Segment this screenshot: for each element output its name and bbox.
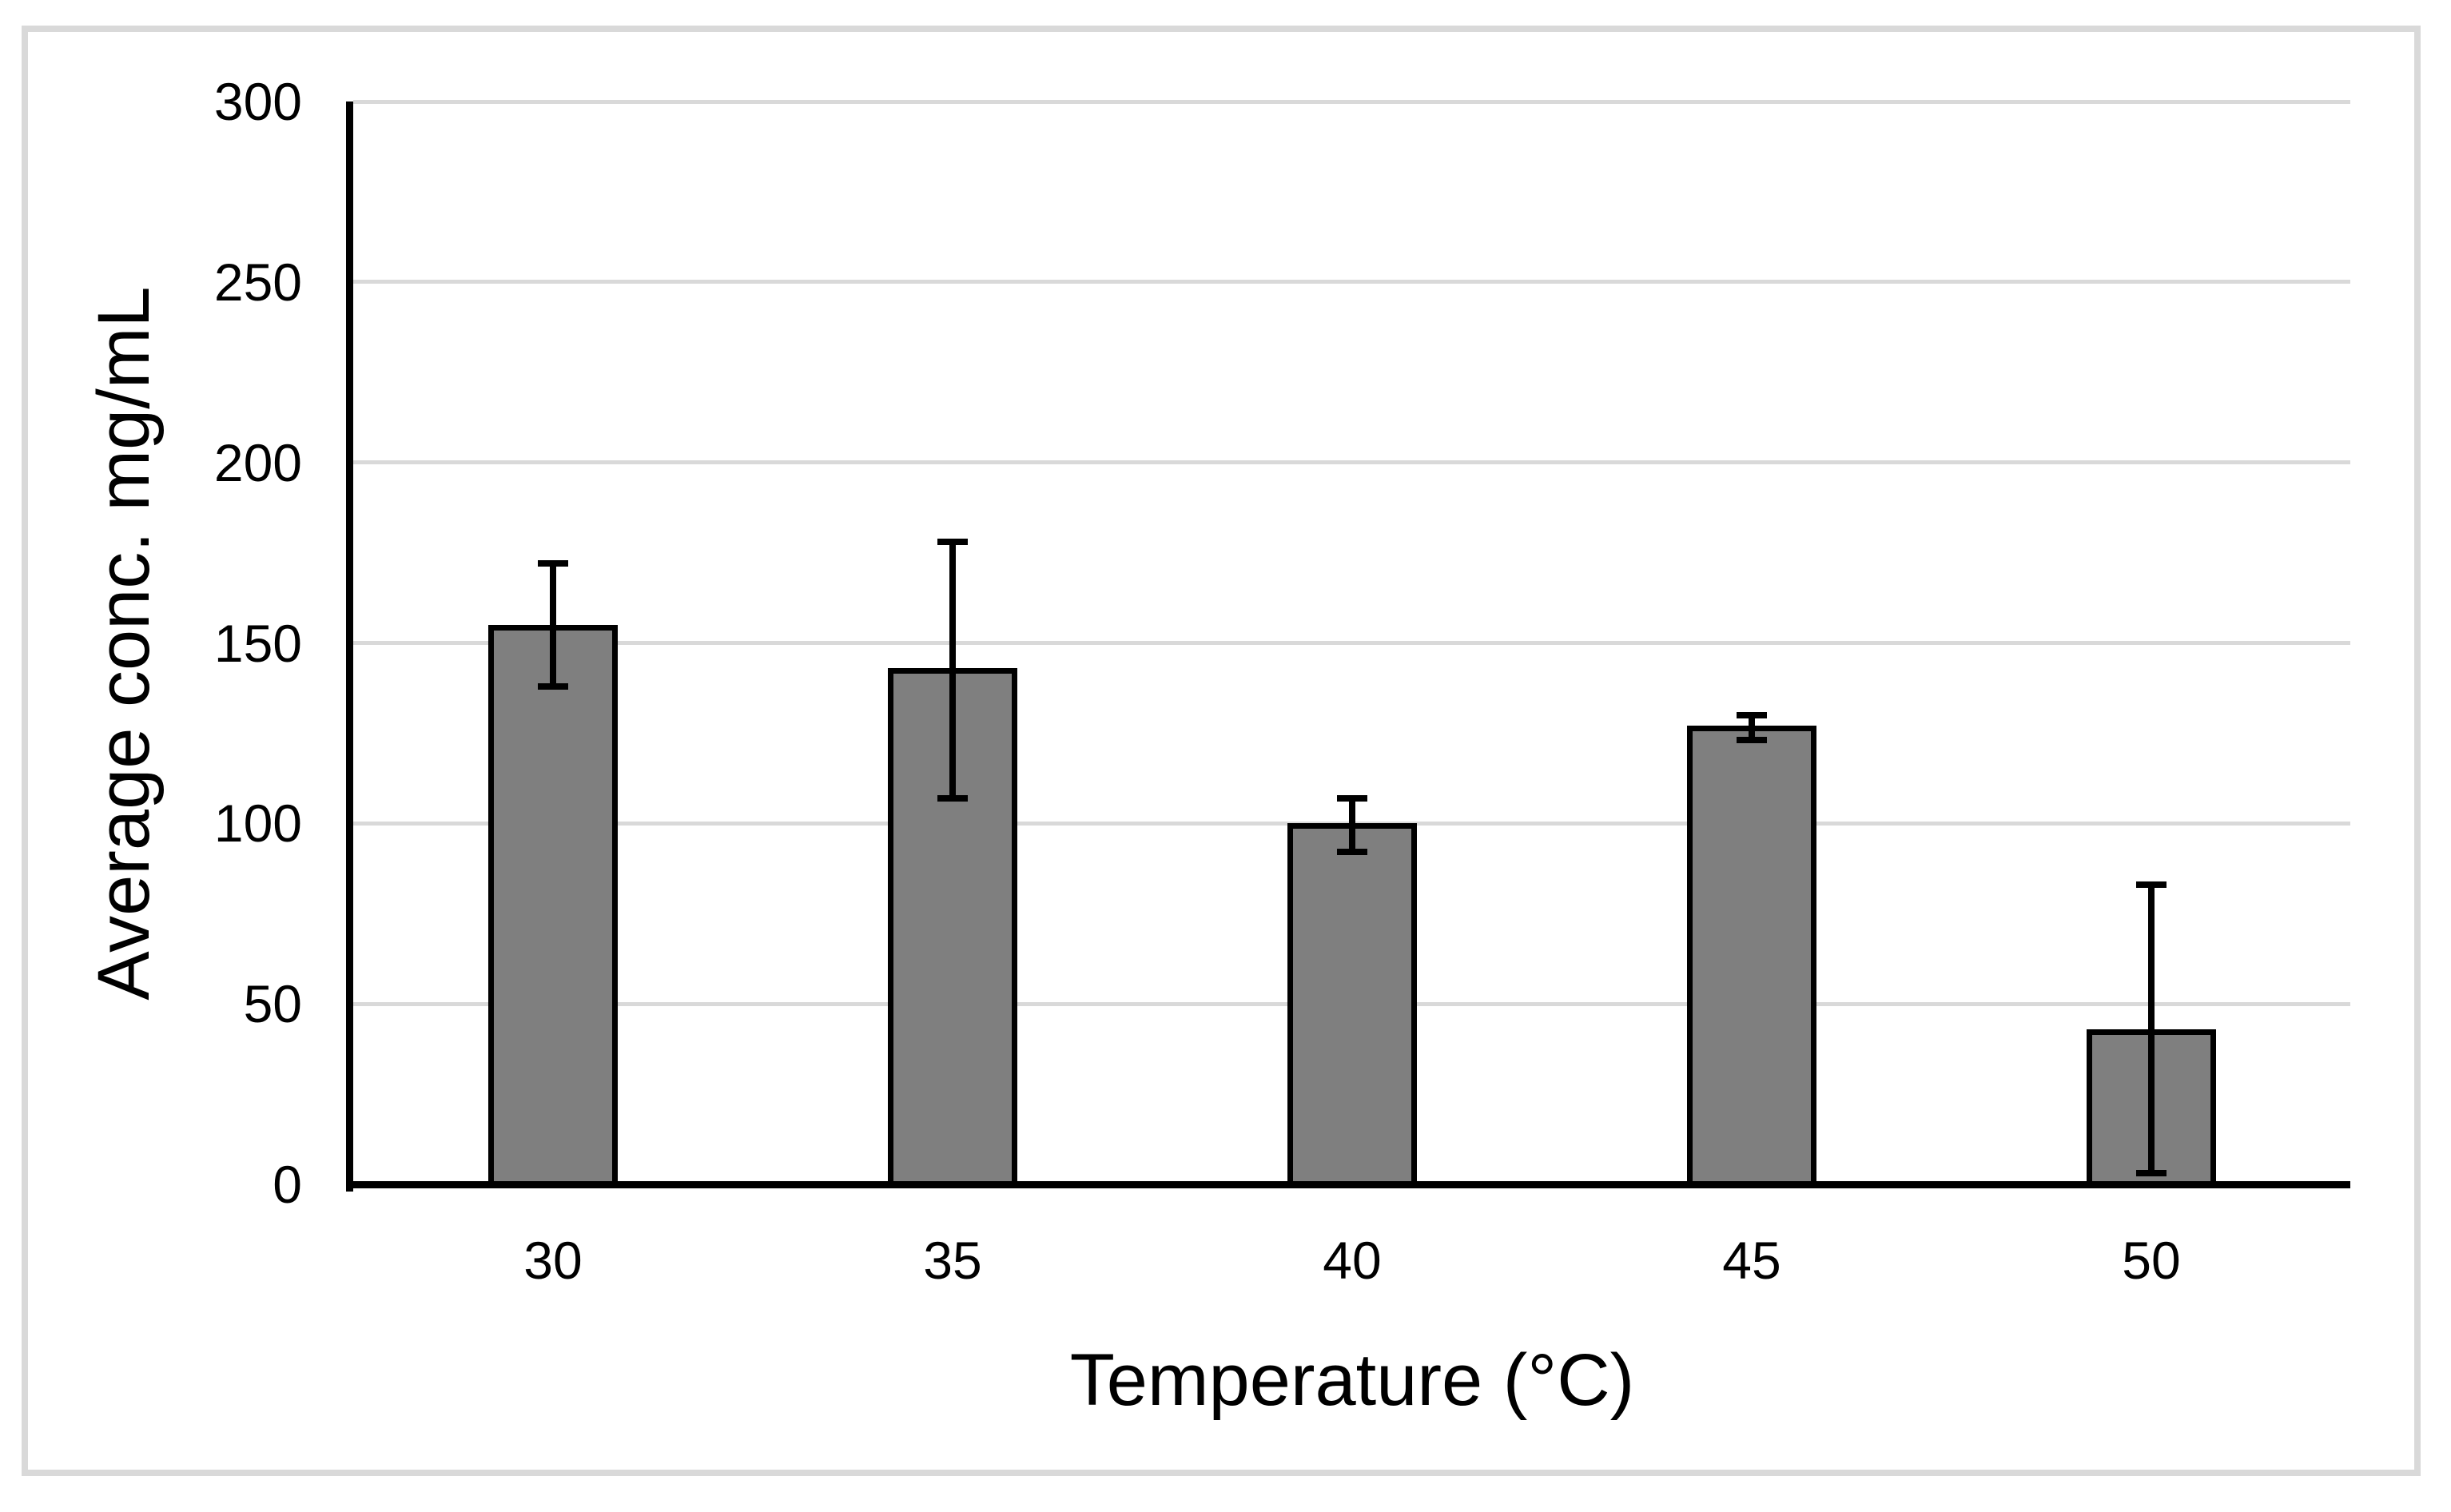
y-tick-label-200: 200 xyxy=(213,432,302,492)
error-bar-stem xyxy=(949,542,956,798)
y-tick-label-50: 50 xyxy=(243,974,302,1034)
error-bar-cap-bottom xyxy=(2136,1170,2167,1177)
x-tick-label-45: 45 xyxy=(1722,1231,1781,1290)
x-tick-label-35: 35 xyxy=(923,1231,982,1290)
y-tick-label-0: 0 xyxy=(273,1155,302,1214)
error-bar-stem xyxy=(2148,885,2155,1174)
error-bar-cap-bottom xyxy=(1737,737,1767,744)
y-tick-label-300: 300 xyxy=(213,72,302,131)
error-bar-stem xyxy=(1749,714,1755,741)
x-tick-label-30: 30 xyxy=(523,1231,583,1290)
gridline-300 xyxy=(353,99,2350,104)
x-tick-label-40: 40 xyxy=(1323,1231,1382,1290)
bar-40 xyxy=(1287,823,1417,1188)
y-axis-title: Average conc. mg/mL xyxy=(83,286,165,1001)
gridline-150 xyxy=(353,641,2350,645)
x-tick-label-50: 50 xyxy=(2122,1231,2181,1290)
error-bar-cap-top xyxy=(937,539,968,546)
error-bar-cap-top xyxy=(2136,881,2167,889)
y-axis-line xyxy=(346,101,353,1192)
error-bar-cap-top xyxy=(1337,794,1367,802)
error-bar-cap-top xyxy=(538,560,568,567)
y-tick-label-150: 150 xyxy=(213,613,302,673)
gridline-250 xyxy=(353,280,2350,284)
x-axis-line xyxy=(346,1181,2350,1188)
bar-45 xyxy=(1687,726,1816,1188)
y-tick-label-250: 250 xyxy=(213,252,302,312)
error-bar-stem xyxy=(1349,798,1355,853)
error-bar-cap-bottom xyxy=(538,682,568,690)
error-bar-cap-top xyxy=(1737,711,1767,718)
error-bar-cap-bottom xyxy=(937,794,968,802)
error-bar-stem xyxy=(550,563,556,686)
bar-30 xyxy=(488,624,618,1188)
gridline-200 xyxy=(353,460,2350,465)
error-bar-cap-bottom xyxy=(1337,849,1367,856)
y-tick-label-100: 100 xyxy=(213,794,302,853)
figure-border xyxy=(22,26,2421,1476)
x-axis-title: Temperature (°C) xyxy=(1069,1339,1635,1421)
